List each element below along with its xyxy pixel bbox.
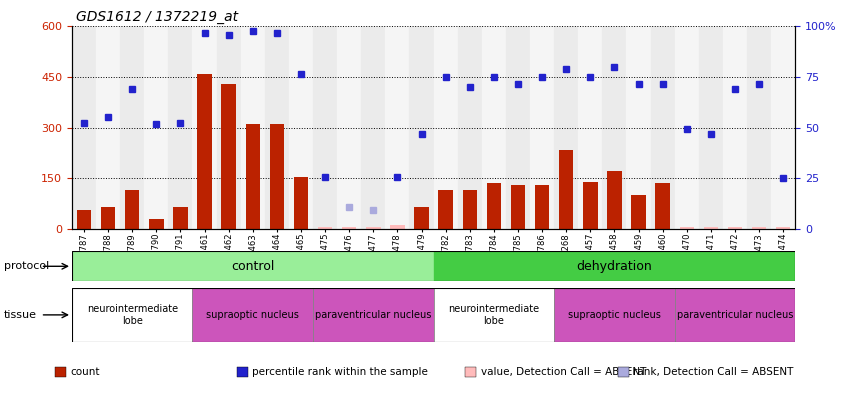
Bar — [506, 26, 530, 229]
Text: supraoptic nucleus: supraoptic nucleus — [568, 310, 661, 320]
Bar — [415, 207, 429, 229]
Bar — [149, 219, 163, 229]
Bar — [120, 26, 144, 229]
Bar — [245, 124, 260, 229]
Bar — [270, 124, 284, 229]
Bar — [72, 251, 433, 281]
Text: dehydration: dehydration — [576, 260, 652, 273]
Bar — [240, 26, 265, 229]
Bar — [366, 227, 381, 229]
Bar — [535, 185, 549, 229]
Bar — [752, 227, 766, 229]
Bar — [433, 288, 554, 342]
Text: value, Detection Call = ABSENT: value, Detection Call = ABSENT — [481, 367, 645, 377]
Bar — [674, 26, 699, 229]
Bar — [530, 26, 554, 229]
Bar — [125, 190, 140, 229]
Text: paraventricular nucleus: paraventricular nucleus — [677, 310, 794, 320]
Bar — [699, 26, 722, 229]
Bar — [342, 227, 356, 229]
Text: paraventricular nucleus: paraventricular nucleus — [315, 310, 431, 320]
Bar — [313, 288, 433, 342]
Bar — [72, 288, 192, 342]
Bar — [294, 177, 308, 229]
Bar — [679, 227, 694, 229]
Bar — [771, 26, 795, 229]
Bar — [747, 26, 771, 229]
Bar — [72, 26, 96, 229]
Bar — [722, 26, 747, 229]
Text: GDS1612 / 1372219_at: GDS1612 / 1372219_at — [76, 10, 239, 24]
Bar — [197, 74, 212, 229]
Bar — [728, 227, 742, 229]
Text: control: control — [231, 260, 274, 273]
Bar — [168, 26, 192, 229]
Bar — [554, 26, 578, 229]
Bar — [288, 26, 313, 229]
Bar — [481, 26, 506, 229]
Bar — [222, 84, 236, 229]
Bar — [438, 190, 453, 229]
Bar — [96, 26, 120, 229]
Bar — [674, 288, 795, 342]
Bar — [651, 26, 674, 229]
Bar — [385, 26, 409, 229]
Bar — [511, 185, 525, 229]
Bar — [626, 26, 651, 229]
Text: neurointermediate
lobe: neurointermediate lobe — [448, 304, 540, 326]
Bar — [173, 207, 188, 229]
Bar — [486, 183, 501, 229]
Bar — [409, 26, 433, 229]
Text: rank, Detection Call = ABSENT: rank, Detection Call = ABSENT — [633, 367, 794, 377]
Bar — [607, 171, 622, 229]
Bar — [192, 288, 313, 342]
Bar — [463, 190, 477, 229]
Bar — [704, 227, 718, 229]
Bar — [77, 210, 91, 229]
Text: count: count — [70, 367, 100, 377]
Bar — [602, 26, 626, 229]
Bar — [265, 26, 288, 229]
Bar — [318, 227, 332, 229]
Bar — [390, 226, 404, 229]
Text: protocol: protocol — [4, 261, 49, 271]
Bar — [433, 26, 458, 229]
Bar — [458, 26, 481, 229]
Bar — [776, 227, 790, 229]
Bar — [217, 26, 240, 229]
Bar — [144, 26, 168, 229]
Bar — [578, 26, 602, 229]
Bar — [554, 288, 674, 342]
Bar — [631, 195, 645, 229]
Bar — [192, 26, 217, 229]
Bar — [583, 181, 597, 229]
Bar — [101, 207, 115, 229]
Text: supraoptic nucleus: supraoptic nucleus — [206, 310, 299, 320]
Bar — [433, 251, 795, 281]
Text: tissue: tissue — [4, 310, 37, 320]
Text: neurointermediate
lobe: neurointermediate lobe — [86, 304, 178, 326]
Text: percentile rank within the sample: percentile rank within the sample — [252, 367, 428, 377]
Bar — [313, 26, 337, 229]
Bar — [361, 26, 385, 229]
Bar — [656, 183, 670, 229]
Bar — [337, 26, 361, 229]
Bar — [559, 149, 574, 229]
